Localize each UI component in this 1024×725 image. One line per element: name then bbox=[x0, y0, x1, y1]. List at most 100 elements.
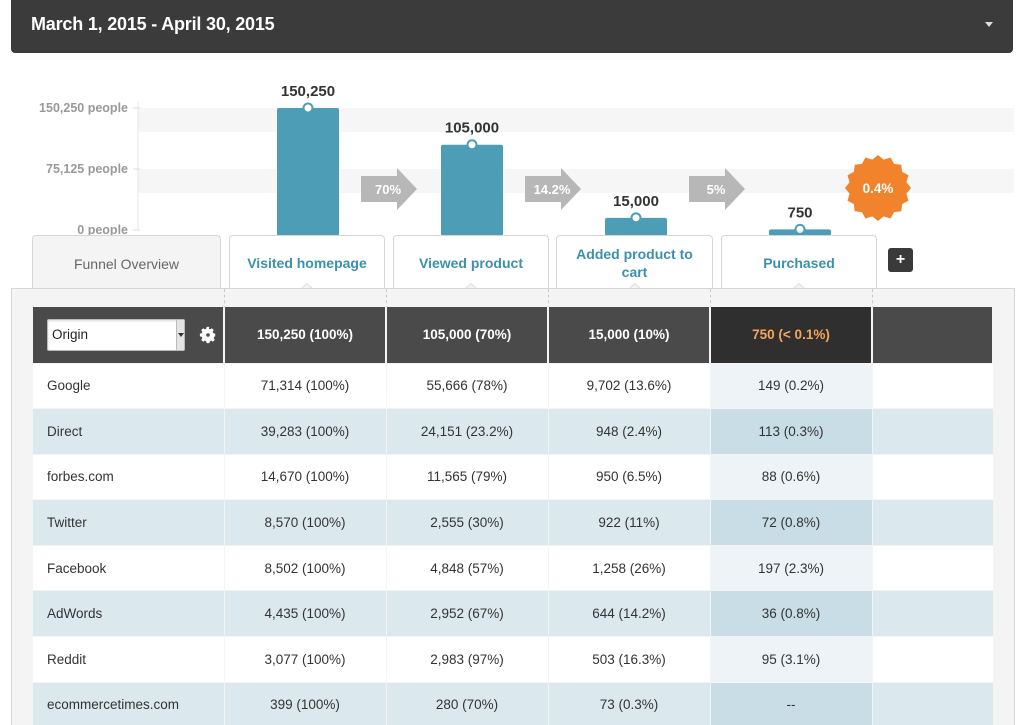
value-cell: 1,258 (26%) bbox=[548, 545, 711, 592]
value-cell: 280 (70%) bbox=[386, 682, 549, 725]
empty-cell bbox=[872, 454, 994, 501]
table-body: Google 71,314 (100%) 55,666 (78%) 9,702 (13… bbox=[33, 363, 994, 725]
tab-notch bbox=[626, 283, 643, 290]
table-row[interactable]: forbes.com 14,670 (100%) 11,565 (79%) 950 (… bbox=[33, 454, 994, 501]
value-cell: 14,670 (100%) bbox=[224, 454, 387, 501]
table-row[interactable]: Direct 39,283 (100%) 24,151 (23.2%) 948 (2.… bbox=[33, 408, 994, 455]
tab-label: Funnel Overview bbox=[73, 255, 180, 272]
value-cell: 24,151 (23.2%) bbox=[386, 408, 549, 455]
overall-conversion-label: 0.4% bbox=[863, 181, 894, 196]
value-cell: 88 (0.6%) bbox=[710, 454, 873, 501]
date-range-title: March 1, 2015 - April 30, 2015 bbox=[31, 14, 275, 34]
conversion-rate-label: 5% bbox=[707, 182, 726, 197]
divider bbox=[386, 289, 387, 309]
divider bbox=[710, 289, 711, 309]
conversion-rate-label: 70% bbox=[375, 182, 401, 197]
tab-label: Viewed product bbox=[419, 254, 523, 271]
source-cell: Google bbox=[33, 363, 225, 410]
value-cell: 95 (3.1%) bbox=[710, 636, 873, 683]
table-row[interactable]: Reddit 3,077 (100%) 2,983 (97%) 503 (16.3%)… bbox=[33, 636, 994, 683]
value-cell: 36 (0.8%) bbox=[710, 590, 873, 638]
bar-marker bbox=[630, 212, 642, 224]
tab-notch bbox=[463, 283, 479, 290]
funnel-bar bbox=[277, 108, 339, 236]
conversion-arrow bbox=[525, 168, 581, 210]
value-cell: 149 (0.2%) bbox=[710, 363, 873, 410]
value-cell: 39,283 (100%) bbox=[224, 408, 387, 455]
value-cell: 4,848 (57%) bbox=[386, 545, 549, 592]
value-cell: 399 (100%) bbox=[224, 682, 387, 725]
table-row[interactable]: ecommercetimes.com 399 (100%) 280 (70%) 73 … bbox=[33, 682, 994, 725]
tab-label: Purchased bbox=[763, 254, 835, 271]
table-row[interactable]: Twitter 8,570 (100%) 2,555 (30%) 922 (11%) 7… bbox=[33, 499, 994, 546]
funnel-bar bbox=[441, 144, 503, 236]
source-cell: AdWords bbox=[33, 590, 225, 638]
value-cell: 503 (16.3%) bbox=[548, 636, 711, 683]
tab-label: Visited homepage bbox=[247, 254, 367, 271]
bar-value-label: 150,250 bbox=[281, 83, 335, 100]
origin-select[interactable]: Origin bbox=[47, 318, 185, 351]
bar-marker bbox=[302, 102, 314, 114]
value-cell: 113 (0.3%) bbox=[710, 408, 873, 455]
value-cell: 9,702 (13.6%) bbox=[548, 363, 711, 410]
source-cell: forbes.com bbox=[33, 454, 225, 501]
bar-value-label: 15,000 bbox=[613, 193, 659, 210]
divider bbox=[548, 289, 549, 309]
empty-cell bbox=[872, 682, 994, 725]
bar-marker bbox=[794, 223, 806, 235]
bar-value-label: 105,000 bbox=[445, 120, 499, 137]
value-cell: 11,565 (79%) bbox=[386, 454, 549, 501]
funnel-chart-svg: 150,250 people 75,125 people 0 people 150,2… bbox=[39, 83, 1014, 237]
empty-cell bbox=[872, 499, 994, 546]
conversion-arrow bbox=[689, 168, 745, 210]
chevron-down-icon[interactable] bbox=[985, 22, 993, 27]
date-range-header[interactable]: March 1, 2015 - April 30, 2015 bbox=[11, 0, 1013, 53]
source-cell: Twitter bbox=[33, 499, 225, 546]
value-cell: 72 (0.8%) bbox=[710, 499, 873, 546]
source-cell: ecommercetimes.com bbox=[33, 682, 225, 725]
add-step-button[interactable]: + bbox=[888, 248, 913, 272]
value-cell: 950 (6.5%) bbox=[548, 454, 711, 501]
value-cell: 73 (0.3%) bbox=[548, 682, 711, 725]
tab-visited-homepage[interactable]: Visited homepage bbox=[229, 235, 385, 290]
y-tick-label: 75,125 people bbox=[46, 162, 128, 176]
value-cell: -- bbox=[710, 682, 873, 725]
y-tick-label: 0 people bbox=[77, 223, 128, 237]
value-cell: 2,952 (67%) bbox=[386, 590, 549, 638]
y-tick-label: 150,250 people bbox=[39, 101, 128, 115]
value-cell: 197 (2.3%) bbox=[710, 545, 873, 592]
divider bbox=[224, 289, 225, 309]
tab-viewed-product[interactable]: Viewed product bbox=[393, 235, 549, 290]
total-added-to-cart: 15,000 (10%) bbox=[548, 307, 711, 364]
value-cell: 55,666 (78%) bbox=[386, 363, 549, 410]
bar-marker bbox=[466, 139, 478, 151]
table-row[interactable]: AdWords 4,435 (100%) 2,952 (67%) 644 (14.2%… bbox=[33, 590, 994, 638]
overall-conversion-badge bbox=[845, 155, 911, 221]
origin-select-value: Origin bbox=[52, 326, 89, 342]
total-visited-homepage: 150,250 (100%) bbox=[224, 307, 387, 364]
value-cell: 922 (11%) bbox=[548, 499, 711, 546]
value-cell: 3,077 (100%) bbox=[224, 636, 387, 683]
table-row[interactable]: Google 71,314 (100%) 55,666 (78%) 9,702 (13… bbox=[33, 363, 994, 410]
value-cell: 2,983 (97%) bbox=[386, 636, 549, 683]
total-purchased: 750 (< 0.1%) bbox=[710, 307, 873, 364]
value-cell: 8,570 (100%) bbox=[224, 499, 387, 546]
empty-cell bbox=[872, 590, 994, 638]
value-cell: 71,314 (100%) bbox=[224, 363, 387, 410]
origin-header-cell: Origin bbox=[33, 307, 225, 364]
conversion-rate-label: 14.2% bbox=[534, 182, 571, 197]
value-cell: 8,502 (100%) bbox=[224, 545, 387, 592]
gear-icon[interactable] bbox=[199, 326, 217, 344]
source-cell: Direct bbox=[33, 408, 225, 455]
tab-funnel-overview[interactable]: Funnel Overview bbox=[32, 235, 221, 291]
tab-added-to-cart[interactable]: Added product to cart bbox=[556, 235, 713, 290]
tab-purchased[interactable]: Purchased bbox=[721, 235, 877, 290]
table-row[interactable]: Facebook 8,502 (100%) 4,848 (57%) 1,258 (26… bbox=[33, 545, 994, 592]
empty-cell bbox=[872, 545, 994, 592]
value-cell: 2,555 (30%) bbox=[386, 499, 549, 546]
tab-label: Added product to cart bbox=[576, 245, 693, 280]
funnel-bar bbox=[605, 217, 667, 236]
totals-row: Origin 150,250 (100%) 105,000 (70%) 15,0… bbox=[33, 307, 994, 364]
grid-band bbox=[138, 108, 1014, 132]
value-cell: 948 (2.4%) bbox=[548, 408, 711, 455]
